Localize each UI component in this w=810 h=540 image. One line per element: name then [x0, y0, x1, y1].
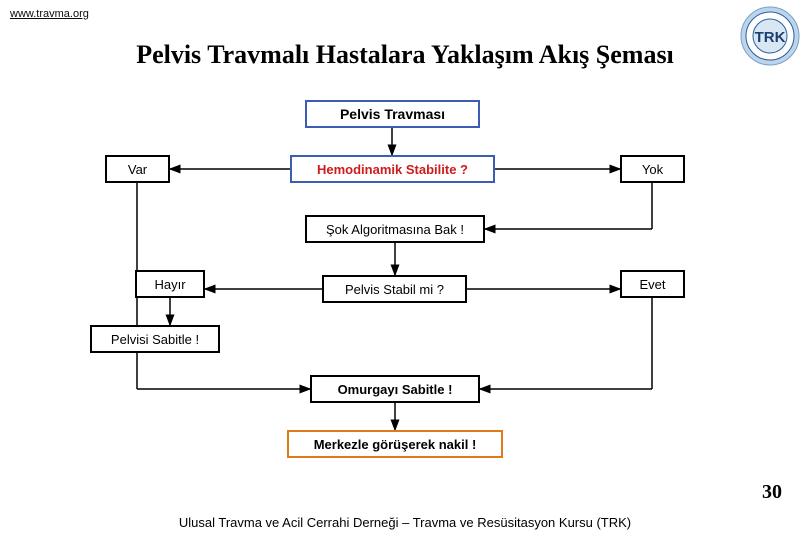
flow-node-n10: Omurgayı Sabitle !	[310, 375, 480, 403]
flow-node-n3: Var	[105, 155, 170, 183]
flow-node-n6: Pelvis Stabil mi ?	[322, 275, 467, 303]
flow-node-n4: Yok	[620, 155, 685, 183]
flow-node-n7: Hayır	[135, 270, 205, 298]
footer-text: Ulusal Travma ve Acil Cerrahi Derneği – …	[0, 515, 810, 530]
flow-node-n5: Şok Algoritmasına Bak !	[305, 215, 485, 243]
flow-node-n1: Pelvis Travması	[305, 100, 480, 128]
flow-node-n11: Merkezle görüşerek nakil !	[287, 430, 503, 458]
page-number: 30	[762, 481, 782, 504]
flowchart: Pelvis Travması Hemodinamik Stabilite ? Va…	[80, 100, 720, 470]
flow-node-n9: Pelvisi Sabitle !	[90, 325, 220, 353]
flow-node-n2: Hemodinamik Stabilite ?	[290, 155, 495, 183]
page-title: Pelvis Travmalı Hastalara Yaklaşım Akış …	[0, 40, 810, 70]
source-url[interactable]: www.travma.org	[10, 8, 89, 20]
flow-node-n8: Evet	[620, 270, 685, 298]
